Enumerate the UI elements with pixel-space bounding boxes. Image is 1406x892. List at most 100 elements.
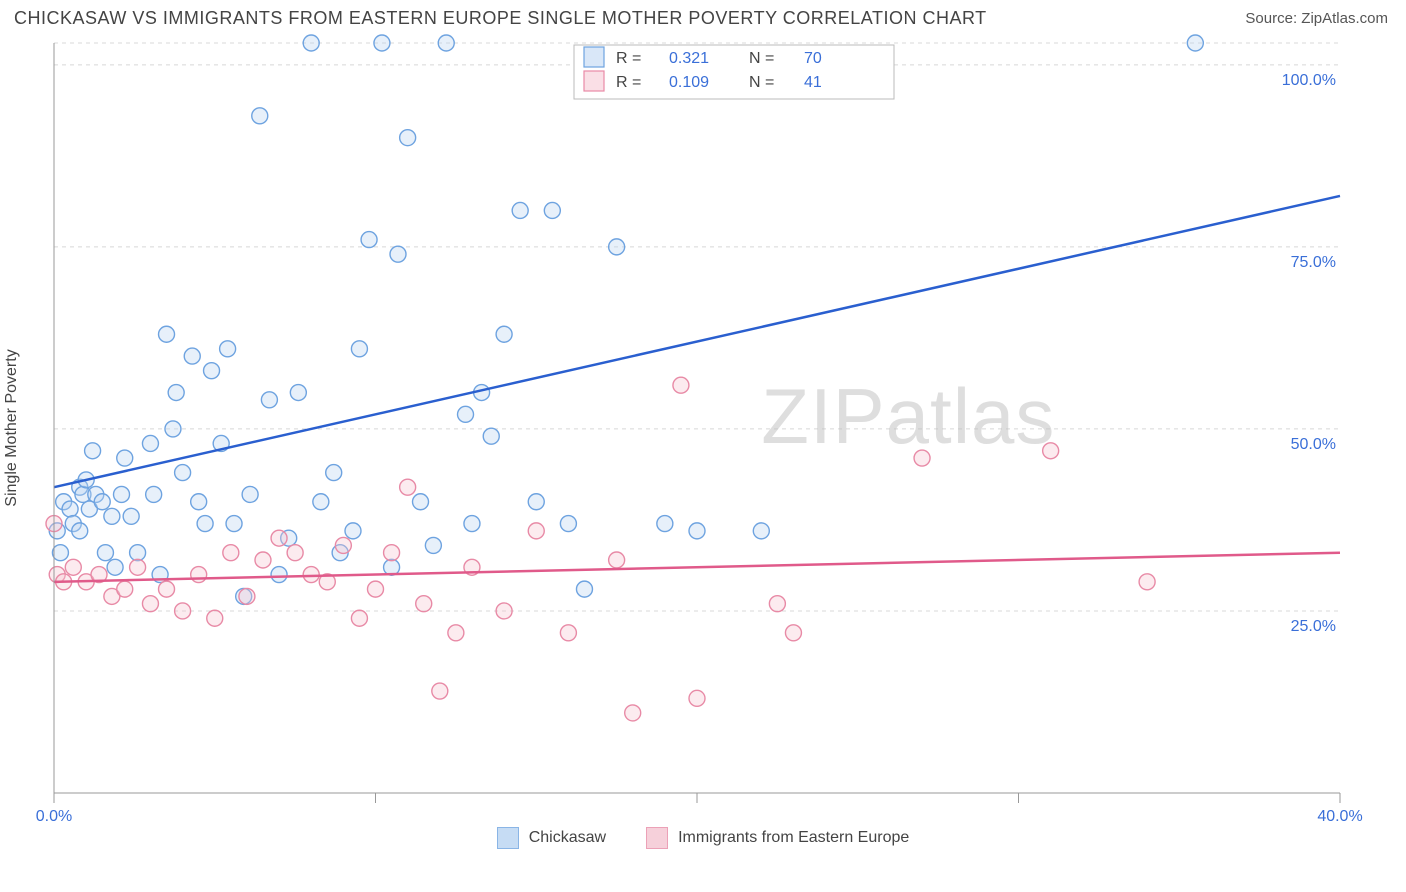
- data-point: [351, 341, 367, 357]
- data-point: [689, 523, 705, 539]
- data-point: [85, 443, 101, 459]
- data-point: [326, 465, 342, 481]
- data-point: [368, 581, 384, 597]
- data-point: [458, 406, 474, 422]
- data-point: [72, 523, 88, 539]
- legend-item: Chickasaw: [497, 827, 606, 849]
- data-point: [242, 486, 258, 502]
- legend-label: Immigrants from Eastern Europe: [678, 829, 909, 846]
- data-point: [62, 501, 78, 517]
- data-point: [159, 581, 175, 597]
- data-point: [184, 348, 200, 364]
- data-point: [168, 385, 184, 401]
- data-point: [97, 545, 113, 561]
- data-point: [114, 486, 130, 502]
- scatter-chart: 0.0%40.0%25.0%50.0%75.0%100.0%R =0.321N …: [14, 33, 1364, 823]
- data-point: [609, 239, 625, 255]
- data-point: [374, 35, 390, 51]
- data-point: [223, 545, 239, 561]
- data-point: [464, 516, 480, 532]
- data-point: [335, 537, 351, 553]
- data-point: [425, 537, 441, 553]
- data-point: [142, 596, 158, 612]
- svg-text:N =: N =: [749, 74, 774, 91]
- data-point: [413, 494, 429, 510]
- svg-text:0.321: 0.321: [669, 50, 709, 67]
- data-point: [197, 516, 213, 532]
- svg-text:R =: R =: [616, 50, 641, 67]
- source-link[interactable]: ZipAtlas.com: [1301, 10, 1388, 27]
- svg-text:41: 41: [804, 74, 822, 91]
- data-point: [303, 567, 319, 583]
- y-tick-label: 50.0%: [1291, 436, 1336, 453]
- data-point: [271, 530, 287, 546]
- data-point: [130, 559, 146, 575]
- data-point: [496, 603, 512, 619]
- legend-swatch: [497, 827, 519, 849]
- legend-item: Immigrants from Eastern Europe: [646, 827, 909, 849]
- data-point: [123, 508, 139, 524]
- data-point: [130, 545, 146, 561]
- data-point: [496, 326, 512, 342]
- data-point: [576, 581, 592, 597]
- data-point: [351, 610, 367, 626]
- data-point: [400, 130, 416, 146]
- data-point: [146, 486, 162, 502]
- data-point: [255, 552, 271, 568]
- data-point: [107, 559, 123, 575]
- data-point: [914, 450, 930, 466]
- data-point: [117, 450, 133, 466]
- data-point: [560, 625, 576, 641]
- legend-swatch: [646, 827, 668, 849]
- data-point: [416, 596, 432, 612]
- chart-area: Single Mother Poverty 0.0%40.0%25.0%50.0…: [14, 33, 1392, 823]
- data-point: [1043, 443, 1059, 459]
- data-point: [483, 428, 499, 444]
- data-point: [207, 610, 223, 626]
- data-point: [226, 516, 242, 532]
- legend-swatch: [584, 71, 604, 91]
- data-point: [609, 552, 625, 568]
- data-point: [432, 683, 448, 699]
- legend-swatch: [584, 47, 604, 67]
- header: CHICKASAW VS IMMIGRANTS FROM EASTERN EUR…: [0, 0, 1406, 33]
- data-point: [528, 523, 544, 539]
- data-point: [361, 232, 377, 248]
- x-tick-label: 40.0%: [1317, 808, 1362, 823]
- data-point: [390, 246, 406, 262]
- data-point: [1187, 35, 1203, 51]
- data-point: [560, 516, 576, 532]
- data-point: [400, 479, 416, 495]
- svg-text:0.109: 0.109: [669, 74, 709, 91]
- trend-line: [54, 196, 1340, 487]
- data-point: [165, 421, 181, 437]
- x-tick-label: 0.0%: [36, 808, 72, 823]
- data-point: [94, 494, 110, 510]
- data-point: [175, 465, 191, 481]
- data-point: [104, 508, 120, 524]
- data-point: [52, 545, 68, 561]
- y-axis-label: Single Mother Poverty: [3, 349, 21, 506]
- bottom-legend: Chickasaw Immigrants from Eastern Europe: [0, 827, 1406, 849]
- data-point: [689, 690, 705, 706]
- data-point: [191, 494, 207, 510]
- data-point: [191, 567, 207, 583]
- data-point: [512, 202, 528, 218]
- data-point: [159, 326, 175, 342]
- data-point: [769, 596, 785, 612]
- data-point: [175, 603, 191, 619]
- data-point: [252, 108, 268, 124]
- legend-label: Chickasaw: [529, 829, 606, 846]
- data-point: [142, 435, 158, 451]
- data-point: [271, 567, 287, 583]
- data-point: [657, 516, 673, 532]
- y-tick-label: 100.0%: [1282, 72, 1336, 89]
- data-point: [544, 202, 560, 218]
- data-point: [239, 588, 255, 604]
- svg-text:70: 70: [804, 50, 822, 67]
- data-point: [287, 545, 303, 561]
- y-tick-label: 75.0%: [1291, 254, 1336, 271]
- svg-text:N =: N =: [749, 50, 774, 67]
- data-point: [438, 35, 454, 51]
- data-point: [448, 625, 464, 641]
